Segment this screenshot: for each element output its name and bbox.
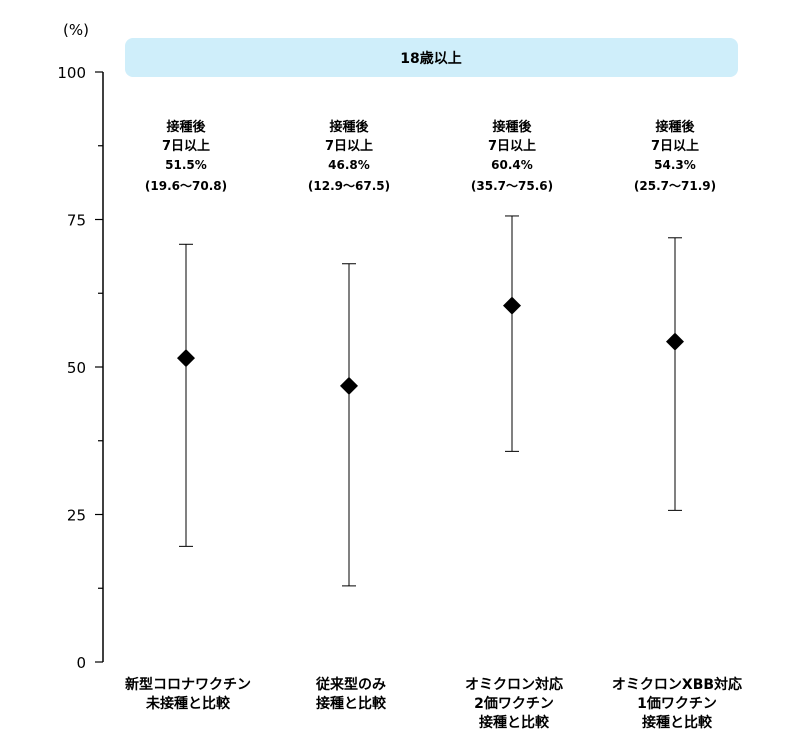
data-annotation: 接種後 xyxy=(329,119,369,135)
x-category-label: オミクロン対応 xyxy=(465,676,563,693)
y-axis-unit: (%) xyxy=(63,21,89,39)
data-point-diamond xyxy=(503,296,521,315)
data-annotation: (35.7〜75.6) xyxy=(471,179,553,193)
data-point-diamond xyxy=(177,349,195,368)
x-category-label: 従来型のみ xyxy=(315,676,386,693)
x-category-label: 新型コロナワクチン xyxy=(125,676,251,693)
chart-title: 18歳以上 xyxy=(400,50,461,67)
y-tick-label: 25 xyxy=(67,507,86,525)
x-category-label: 接種と比較 xyxy=(642,714,713,731)
data-annotation: 7日以上 xyxy=(325,139,373,154)
data-point-diamond xyxy=(340,376,358,395)
x-category-label: 接種と比較 xyxy=(316,695,387,712)
y-tick-label: 75 xyxy=(67,212,86,230)
data-annotation: (12.9〜67.5) xyxy=(308,179,390,193)
data-annotation: 接種後 xyxy=(166,119,206,135)
data-annotation: (19.6〜70.8) xyxy=(145,179,227,193)
data-annotation: 7日以上 xyxy=(488,139,536,154)
x-category-label: オミクロンXBB対応 xyxy=(612,676,742,693)
data-annotation: 7日以上 xyxy=(651,139,699,154)
y-tick-label: 50 xyxy=(67,359,86,377)
y-tick-label: 100 xyxy=(57,64,86,82)
data-point-diamond xyxy=(666,332,684,351)
x-category-label: 2価ワクチン xyxy=(474,695,554,712)
data-marks xyxy=(177,215,684,587)
data-annotation: 7日以上 xyxy=(162,139,210,154)
data-annotation: 接種後 xyxy=(655,119,695,135)
annotations: 接種後 7日以上 51.5% (19.6〜70.8) 接種後 7日以上 46.8% (12.9… xyxy=(145,119,716,193)
x-category-label: 接種と比較 xyxy=(479,714,550,731)
x-category-label: 未接種と比較 xyxy=(146,695,231,712)
data-annotation: 接種後 xyxy=(492,119,532,135)
title-banner xyxy=(125,38,738,77)
y-tick-label: 0 xyxy=(76,654,86,672)
data-annotation: 60.4% xyxy=(491,158,533,172)
category-labels: 新型コロナワクチン未接種と比較従来型のみ接種と比較オミクロン対応2価ワクチン接種… xyxy=(125,676,742,731)
data-annotation: 46.8% xyxy=(328,158,370,172)
data-annotation: (25.7〜71.9) xyxy=(634,179,716,193)
y-axis-ticks: 0 25 50 75 100 xyxy=(57,64,103,672)
data-annotation: 51.5% xyxy=(165,158,207,172)
data-annotation: 54.3% xyxy=(654,158,696,172)
x-category-label: 1価ワクチン xyxy=(637,695,717,712)
